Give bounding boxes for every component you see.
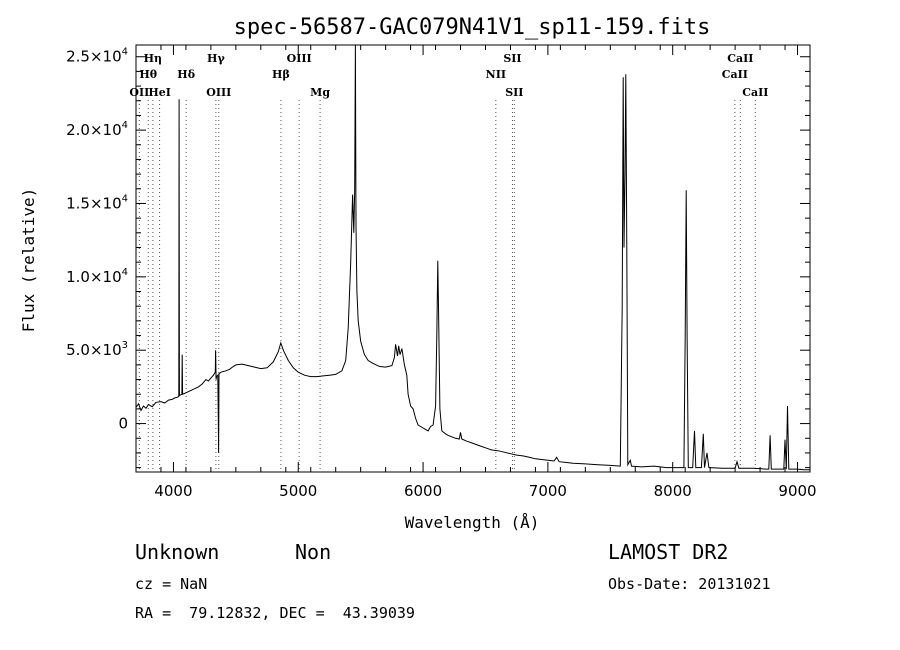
x-tick-label: 8000 bbox=[654, 482, 692, 500]
y-axis-label: Flux (relative) bbox=[19, 188, 38, 333]
line-marker-label: OII bbox=[129, 86, 149, 99]
axis-ticks: 4000 5000 6000 7000 8000 9000 0 5.0×103 1.0×104 1… bbox=[66, 45, 817, 500]
x-tick-label: 9000 bbox=[778, 482, 816, 500]
line-marker-label: SII bbox=[505, 86, 523, 99]
object-subclass: Non bbox=[295, 540, 332, 564]
line-marker-label: OIII bbox=[287, 52, 312, 65]
survey-name: LAMOST DR2 bbox=[608, 540, 729, 564]
line-marker-label: Hη bbox=[144, 52, 162, 65]
obs-date: Obs-Date: 20131021 bbox=[608, 575, 771, 593]
plot-frame bbox=[135, 44, 811, 473]
redshift-text: cz = NaN bbox=[135, 575, 208, 593]
y-tick-label: 0 bbox=[118, 415, 128, 433]
line-marker-label: Hγ bbox=[207, 52, 225, 65]
y-tick-label: 1.0×104 bbox=[66, 267, 128, 286]
object-class: Unknown bbox=[135, 540, 220, 564]
coordinates-text: RA = 79.12832, DEC = 43.39039 bbox=[135, 604, 415, 622]
spectrum-series-line bbox=[135, 44, 810, 471]
x-axis-label: Wavelength (Å) bbox=[405, 513, 540, 532]
y-tick-label: 5.0×103 bbox=[66, 340, 128, 359]
line-marker-label: Hθ bbox=[139, 68, 157, 81]
line-marker-label: Hβ bbox=[272, 68, 290, 81]
y-tick-label: 2.0×104 bbox=[66, 120, 128, 139]
chart-title: spec-56587-GAC079N41V1_sp11-159.fits bbox=[234, 15, 711, 40]
line-marker-label: OIII bbox=[206, 86, 231, 99]
x-tick-label: 5000 bbox=[279, 482, 317, 500]
x-tick-label: 6000 bbox=[404, 482, 442, 500]
x-tick-label: 7000 bbox=[529, 482, 567, 500]
line-marker-label: CaII bbox=[722, 68, 748, 81]
line-marker-label: CaII bbox=[727, 52, 753, 65]
y-tick-label: 2.5×104 bbox=[66, 47, 128, 66]
line-marker-label: Mg bbox=[310, 86, 330, 99]
x-tick-label: 4000 bbox=[154, 482, 192, 500]
line-marker-label: NII bbox=[486, 68, 506, 81]
spectral-line-markers: OII Hη Hθ HeI Hδ Hγ OIII Hβ OIII Mg NII SII SII CaII C… bbox=[129, 52, 768, 472]
line-marker-label: HeI bbox=[148, 86, 171, 99]
line-marker-label: CaII bbox=[742, 86, 768, 99]
line-marker-label: Hδ bbox=[177, 68, 195, 81]
line-marker-label: SII bbox=[503, 52, 521, 65]
y-tick-label: 1.5×104 bbox=[66, 193, 128, 212]
